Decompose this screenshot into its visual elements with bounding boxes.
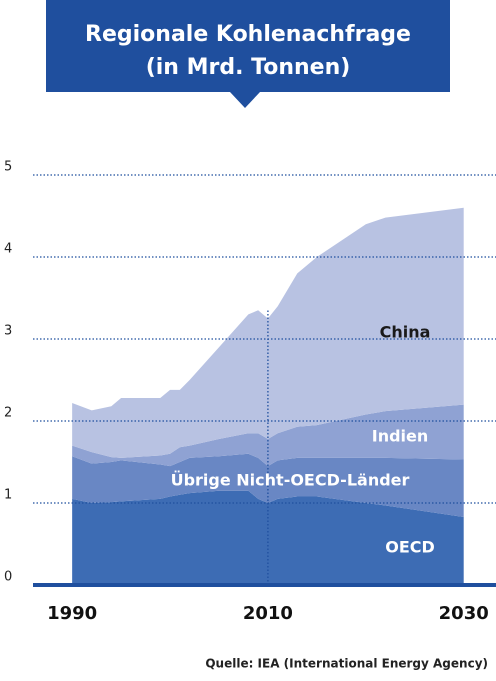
x-tick-label: 2030 [439, 603, 489, 624]
series-label: Indien [372, 427, 429, 446]
area [72, 453, 464, 517]
area [72, 404, 464, 467]
y-tick-label: 3 [4, 324, 12, 339]
y-tick-label: 2 [4, 406, 12, 421]
x-tick-label: 1990 [47, 603, 97, 624]
x-tick-label: 2010 [243, 603, 293, 624]
series-label: OECD [385, 538, 435, 557]
y-tick-label: 0 [4, 570, 12, 585]
source: Quelle: IEA (International Energy Agency… [205, 657, 488, 671]
title-banner [46, 0, 450, 92]
y-tick-label: 4 [4, 242, 12, 257]
y-tick-label: 1 [4, 488, 12, 503]
chart-title: (in Mrd. Tonnen) [146, 55, 351, 80]
y-tick-label: 5 [4, 160, 12, 175]
series-label: China [380, 323, 431, 342]
series-label: Übrige Nicht-OECD-Länder [171, 471, 410, 490]
chart-title: Regionale Kohlenachfrage [85, 22, 411, 47]
banner-pointer [230, 92, 260, 108]
area [72, 490, 464, 585]
